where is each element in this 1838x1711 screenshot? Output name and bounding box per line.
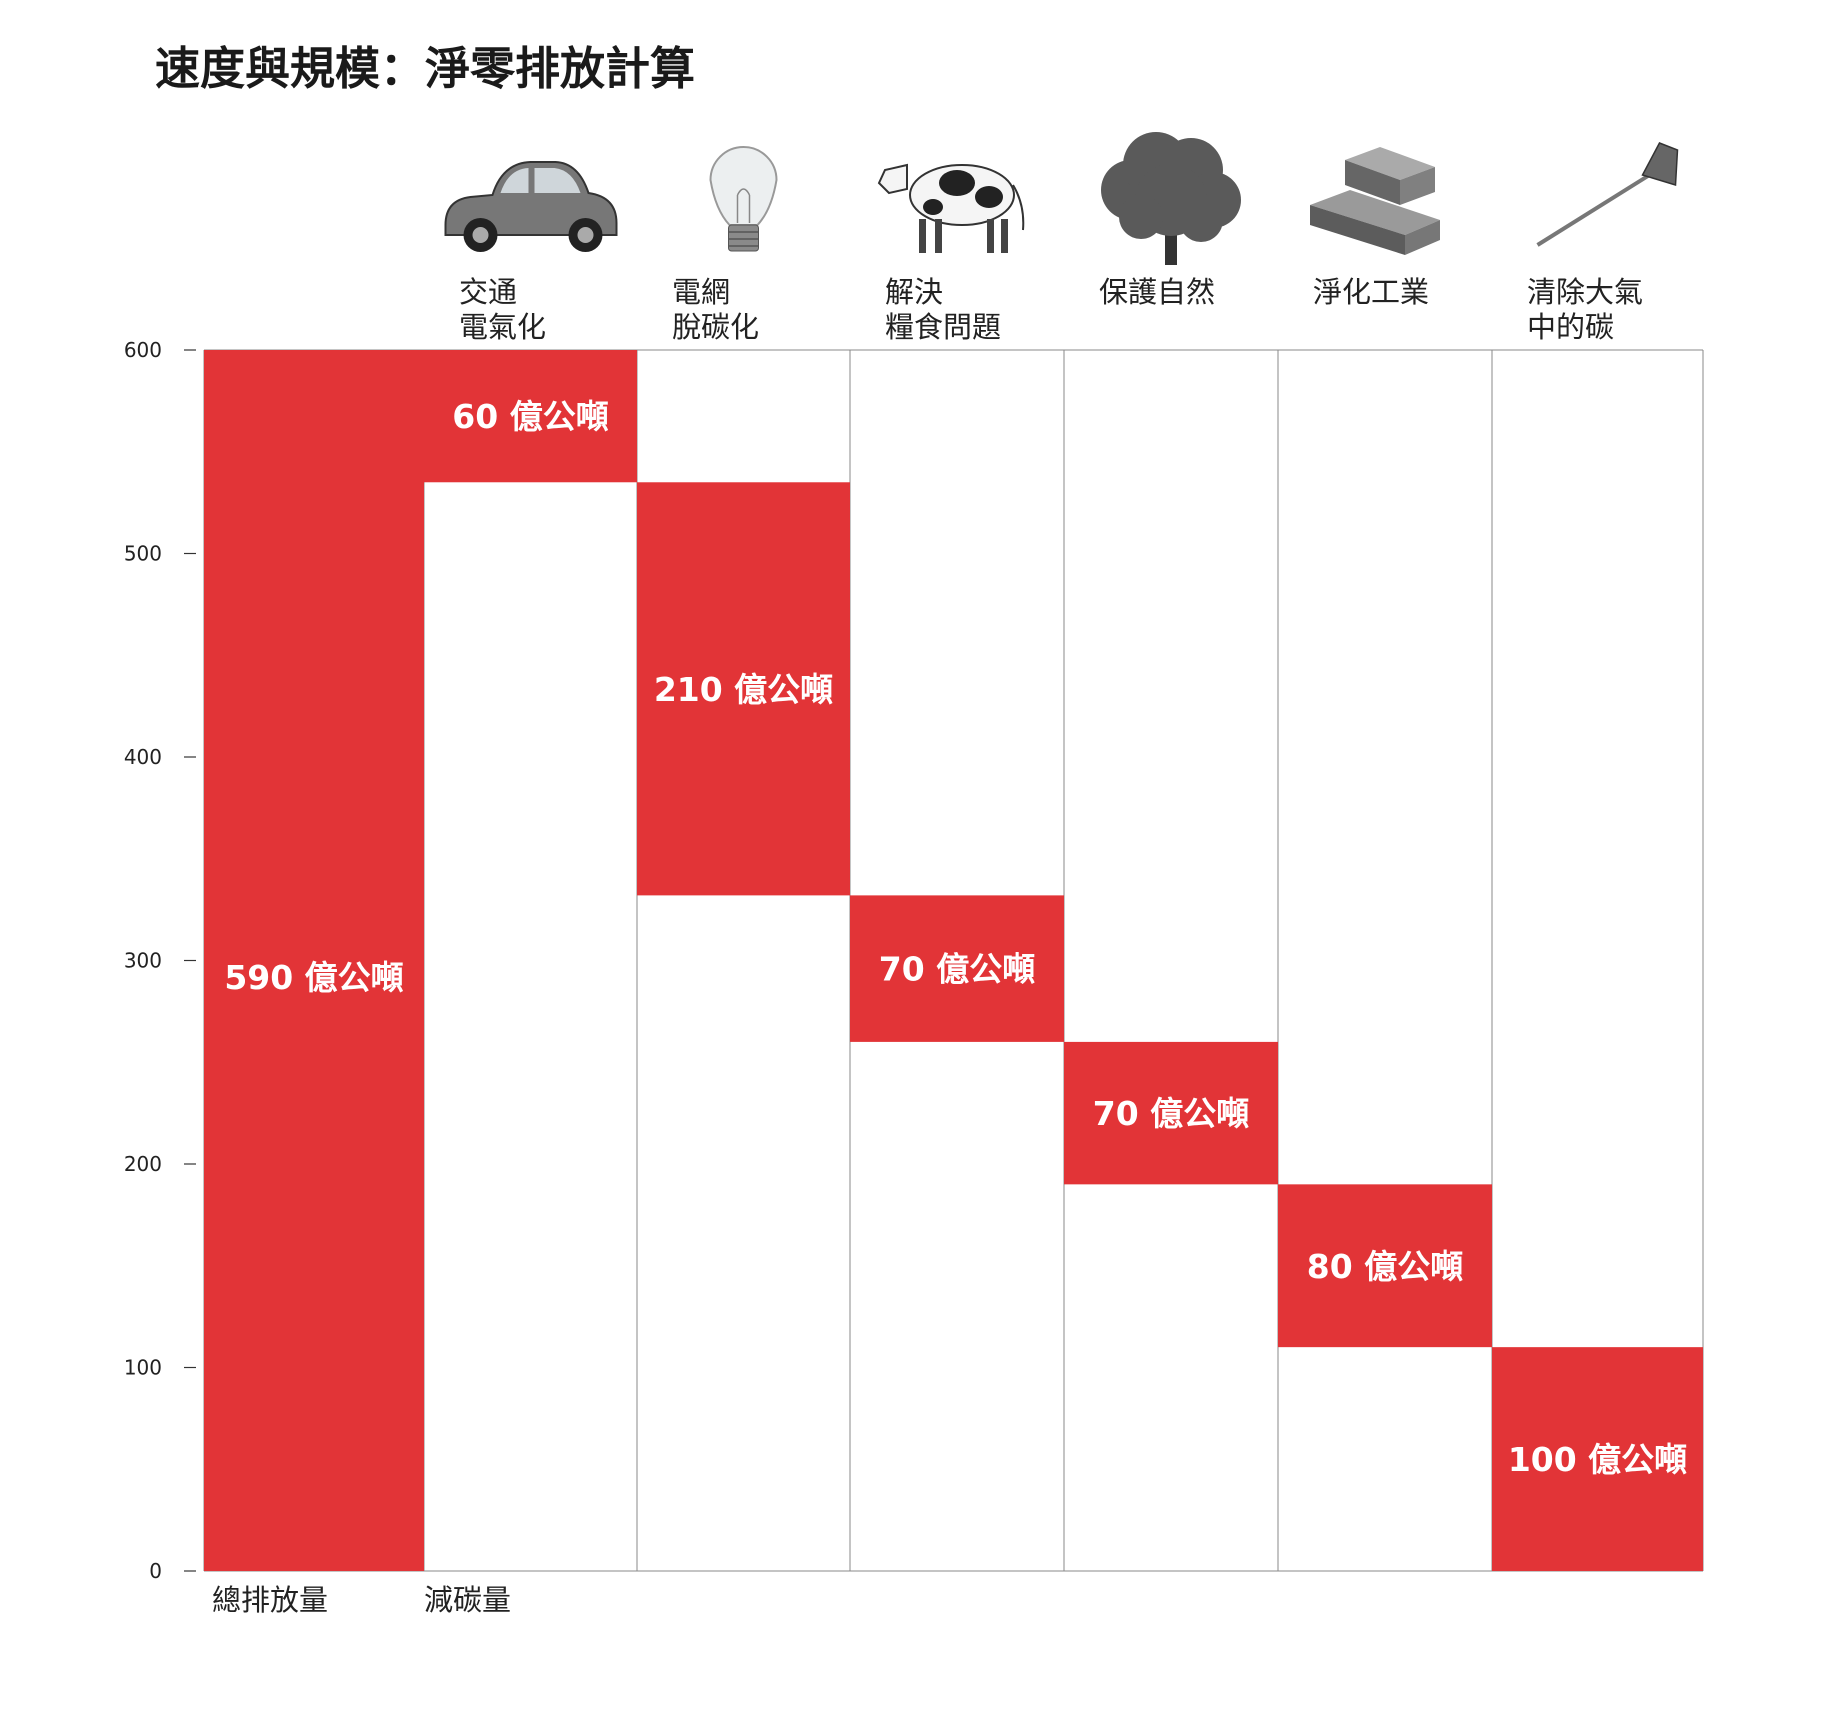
- cow-leg: [1001, 219, 1008, 253]
- cow-leg: [935, 219, 942, 253]
- category-label-transport: 交通: [459, 275, 517, 309]
- cow-spot: [923, 199, 943, 215]
- bulb-filament: [736, 188, 751, 223]
- y-axis: 0 100 200 300 400 500 600: [124, 338, 196, 1583]
- category-label-food: 解決: [885, 275, 943, 309]
- y-tick-label: 600: [124, 338, 162, 362]
- brick-top: [1310, 190, 1440, 235]
- broom-icon: [1536, 142, 1679, 247]
- bar-nature: [1064, 1041, 1278, 1185]
- cow-spot: [939, 170, 975, 196]
- broom-handle: [1536, 168, 1659, 247]
- bulb-thread: [728, 231, 759, 247]
- brick-top: [1345, 147, 1435, 180]
- y-tick-label: 100: [124, 1356, 162, 1380]
- tree-canopy: [1119, 195, 1163, 239]
- tree-icon: [1101, 132, 1241, 265]
- car-hub: [472, 227, 489, 243]
- bar-total: [204, 350, 424, 1571]
- category-label-removal: 中的碳: [1527, 310, 1614, 344]
- brick-end: [1405, 220, 1440, 255]
- car-icon: [444, 161, 618, 252]
- bricks-icon: [1310, 147, 1440, 255]
- y-tick-label: 0: [149, 1559, 162, 1583]
- x-group-labels: 總排放量 減碳量: [212, 1583, 511, 1617]
- bar-label-grid: 210 億公噸: [654, 670, 833, 709]
- cow-head: [877, 163, 908, 195]
- brick-end: [1400, 167, 1435, 205]
- broom-bristles: [1641, 142, 1679, 186]
- category-label-removal: 清除大氣: [1527, 275, 1643, 309]
- bar-label-food: 70 億公噸: [879, 950, 1035, 989]
- y-tick-label: 500: [124, 542, 162, 566]
- cow-leg: [919, 219, 926, 253]
- bulb-glass: [709, 146, 778, 226]
- brick-side: [1345, 160, 1400, 205]
- bar-grid: [637, 482, 850, 896]
- category-label-transport: 電氣化: [459, 310, 546, 344]
- chart-bars: 590 億公噸 60 億公噸 210 億公噸 70 億公噸 70 億公噸 80 億公噸 10…: [204, 350, 1703, 1571]
- category-label-food: 糧食問題: [885, 310, 1001, 344]
- cow-leg: [987, 219, 994, 253]
- bar-removal: [1492, 1347, 1703, 1571]
- x-label-reduction: 減碳量: [424, 1583, 511, 1617]
- category-label-grid: 脫碳化: [672, 310, 759, 344]
- y-tick-label: 300: [124, 949, 162, 973]
- bar-food: [850, 895, 1064, 1042]
- chart-title: 速度與規模：淨零排放計算: [155, 42, 695, 95]
- bar-label-industry: 80 億公噸: [1307, 1247, 1463, 1286]
- brick-side: [1310, 205, 1405, 255]
- bar-industry: [1278, 1184, 1492, 1348]
- cow-icon: [877, 163, 1025, 253]
- lightbulb-icon: [709, 146, 778, 252]
- category-label-nature: 保護自然: [1099, 275, 1215, 309]
- cow-tail: [1012, 184, 1025, 231]
- bar-transport: [424, 350, 637, 483]
- y-tick-label: 200: [124, 1152, 162, 1176]
- bar-label-removal: 100 億公噸: [1508, 1440, 1687, 1479]
- category-icons: [444, 132, 1679, 265]
- x-label-total: 總排放量: [212, 1583, 328, 1617]
- cow-spot: [975, 186, 1003, 208]
- car-hub: [577, 227, 594, 243]
- bulb-base: [728, 224, 759, 252]
- bar-label-nature: 70 億公噸: [1093, 1094, 1249, 1133]
- bar-label-total: 590 億公噸: [224, 958, 403, 997]
- category-label-industry: 淨化工業: [1313, 275, 1429, 309]
- car-windows: [500, 168, 581, 193]
- category-label-grid: 電網: [672, 275, 730, 309]
- tree-canopy: [1179, 198, 1223, 242]
- bar-label-transport: 60 億公噸: [452, 397, 608, 436]
- y-tick-label: 400: [124, 745, 162, 769]
